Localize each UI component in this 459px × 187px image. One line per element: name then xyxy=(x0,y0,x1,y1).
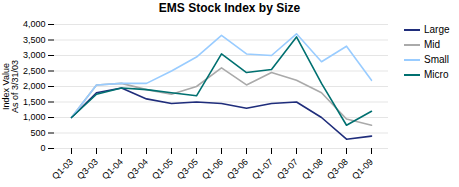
svg-text:Q3-05: Q3-05 xyxy=(175,157,200,182)
svg-text:Q1-04: Q1-04 xyxy=(100,157,125,182)
svg-text:0: 0 xyxy=(40,143,45,153)
svg-text:Q1-06: Q1-06 xyxy=(200,157,225,182)
svg-text:Q1-05: Q1-05 xyxy=(150,157,175,182)
html-text:EMS Stock Index by Size: EMS Stock Index by Size xyxy=(158,1,301,15)
svg-text:Q3-07: Q3-07 xyxy=(275,157,300,182)
svg-text:3,500: 3,500 xyxy=(23,35,46,45)
html-text:Small: Small xyxy=(424,54,449,65)
svg-text:2,500: 2,500 xyxy=(23,66,46,76)
svg-text:Q1-09: Q1-09 xyxy=(350,157,375,182)
svg-text:Q3-04: Q3-04 xyxy=(125,157,150,182)
html-text:Micro: Micro xyxy=(424,69,449,80)
svg-text:500: 500 xyxy=(30,128,45,138)
svg-text:2,000: 2,000 xyxy=(23,81,46,91)
svg-text:Q1-07: Q1-07 xyxy=(250,157,275,182)
svg-text:1,000: 1,000 xyxy=(23,112,46,122)
svg-text:Q1-03: Q1-03 xyxy=(50,157,75,182)
html-text:Mid: Mid xyxy=(424,39,441,50)
svg-text:1,500: 1,500 xyxy=(23,97,46,107)
svg-text:4,000: 4,000 xyxy=(23,19,46,29)
svg-text:Q3-06: Q3-06 xyxy=(225,157,250,182)
svg-text:Q1-08: Q1-08 xyxy=(300,157,325,182)
svg-text:Q3-03: Q3-03 xyxy=(75,157,100,182)
svg-text:Q3-08: Q3-08 xyxy=(325,157,350,182)
svg-text:3,000: 3,000 xyxy=(23,50,46,60)
svg-text:Index ValueAs of 3/31/03: Index ValueAs of 3/31/03 xyxy=(1,60,20,113)
html-text:Large: Large xyxy=(424,24,450,35)
